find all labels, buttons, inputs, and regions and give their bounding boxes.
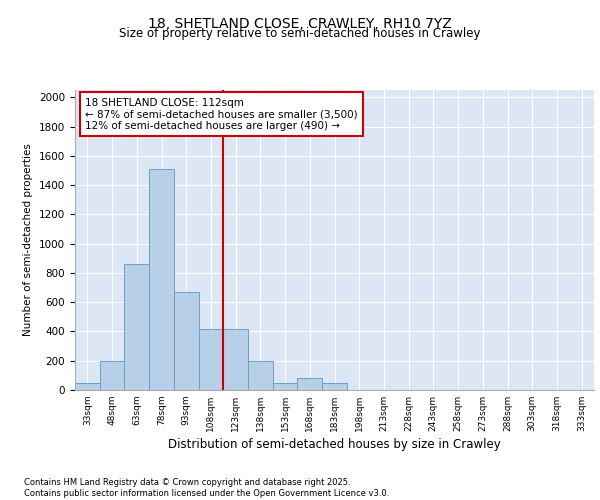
Y-axis label: Number of semi-detached properties: Number of semi-detached properties — [23, 144, 34, 336]
Bar — [322, 382, 347, 390]
Bar — [149, 169, 174, 390]
Bar — [298, 378, 322, 390]
Text: 18, SHETLAND CLOSE, CRAWLEY, RH10 7YZ: 18, SHETLAND CLOSE, CRAWLEY, RH10 7YZ — [148, 18, 452, 32]
X-axis label: Distribution of semi-detached houses by size in Crawley: Distribution of semi-detached houses by … — [168, 438, 501, 451]
Text: Contains HM Land Registry data © Crown copyright and database right 2025.
Contai: Contains HM Land Registry data © Crown c… — [24, 478, 389, 498]
Bar — [124, 264, 149, 390]
Bar — [248, 360, 273, 390]
Text: 18 SHETLAND CLOSE: 112sqm
← 87% of semi-detached houses are smaller (3,500)
12% : 18 SHETLAND CLOSE: 112sqm ← 87% of semi-… — [85, 98, 358, 130]
Bar — [75, 382, 100, 390]
Bar — [100, 360, 124, 390]
Text: Size of property relative to semi-detached houses in Crawley: Size of property relative to semi-detach… — [119, 28, 481, 40]
Bar — [223, 330, 248, 390]
Bar — [199, 330, 223, 390]
Bar — [174, 292, 199, 390]
Bar — [273, 382, 298, 390]
